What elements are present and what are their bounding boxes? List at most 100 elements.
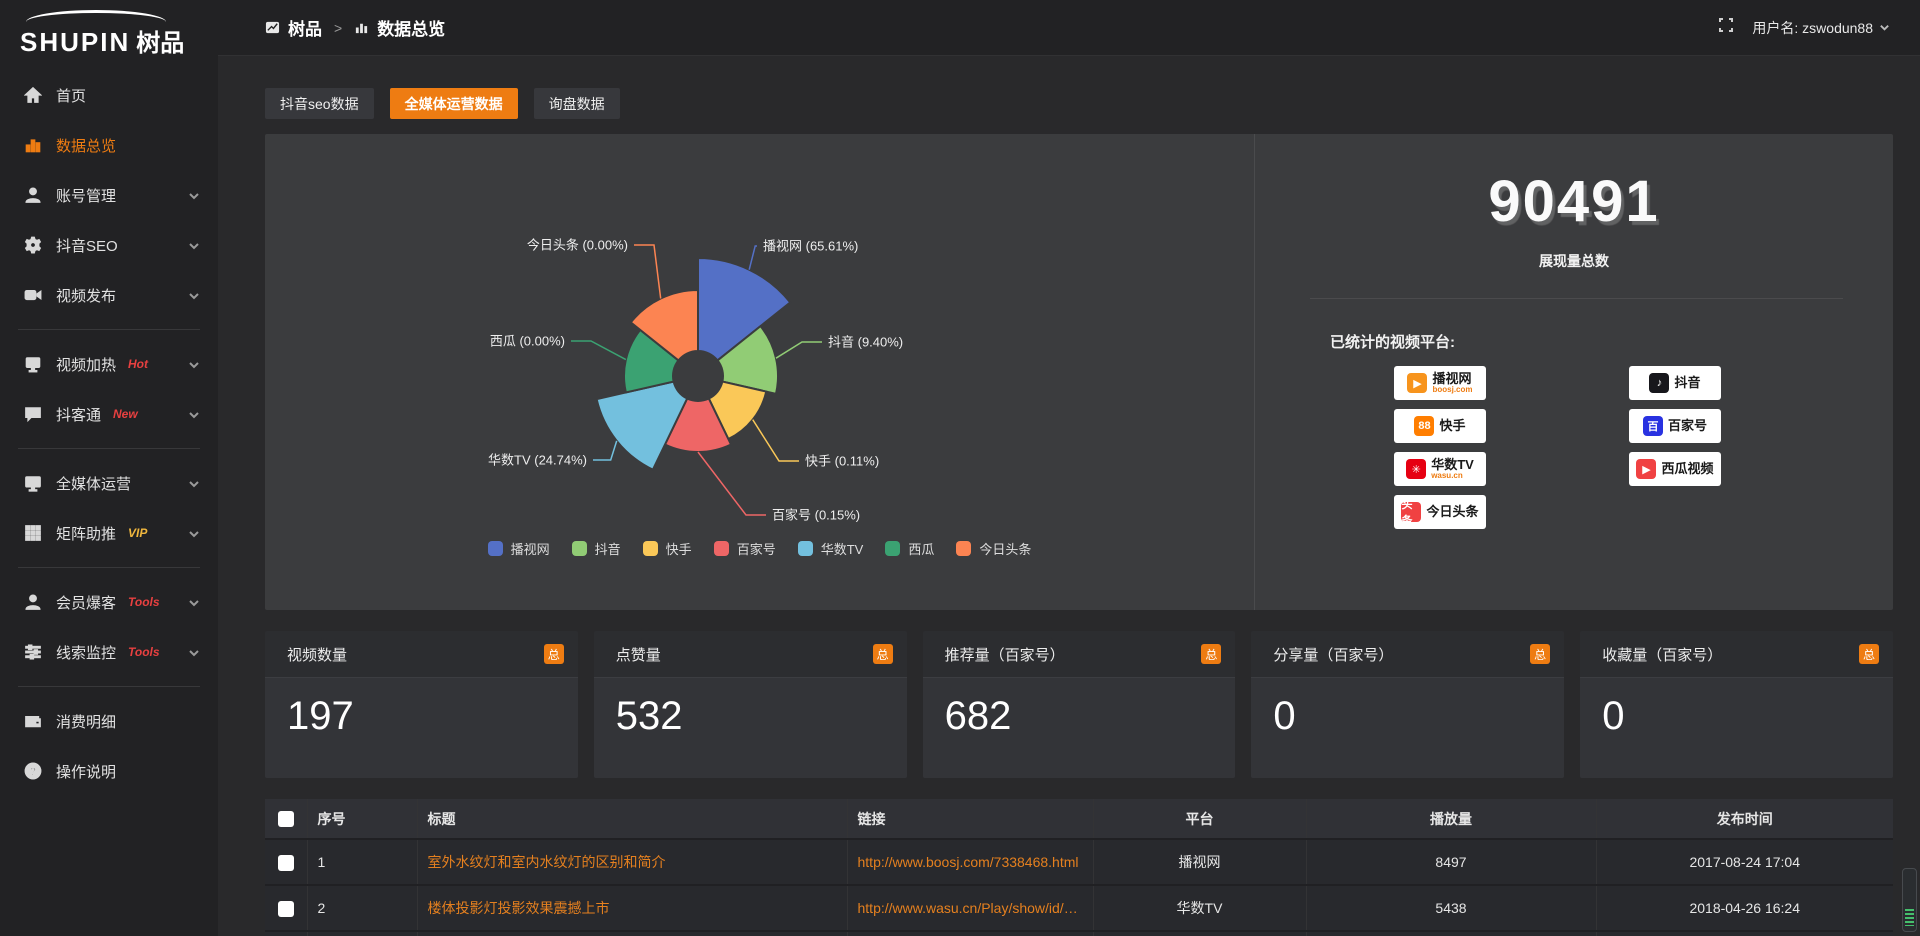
- platform-name: 百家号: [1667, 418, 1707, 434]
- row-checkbox[interactable]: [278, 854, 294, 871]
- tab-2[interactable]: 询盘数据: [533, 88, 620, 119]
- impressions-total-label: 展现量总数: [1539, 253, 1609, 269]
- pie-label: 快手 (0.11%): [805, 454, 879, 469]
- table-header-2: 链接: [847, 799, 1094, 839]
- video-title-link[interactable]: 室外水纹灯和室内水纹灯的区别和简介: [427, 854, 666, 870]
- baijiahao-logo-icon: 百: [1642, 416, 1663, 436]
- legend-item[interactable]: 今日头条: [956, 539, 1031, 558]
- stat-card-label: 视频数量: [287, 646, 348, 664]
- table-cell: http://www.boosj.com/7338468.html: [847, 839, 1094, 885]
- pie-slice-1[interactable]: [716, 324, 779, 395]
- home-icon: [23, 86, 43, 104]
- legend-item[interactable]: 华数TV: [797, 539, 864, 558]
- gear-icon: [24, 236, 42, 254]
- wasu-logo-icon: ✳: [1406, 459, 1427, 479]
- sidebar-item-sliders[interactable]: 线索监控 Tools: [0, 627, 218, 677]
- chevron-down-icon: [188, 596, 200, 608]
- select-all-checkbox[interactable]: [278, 811, 294, 828]
- logo-arc-decoration: [26, 10, 166, 22]
- table-cell: [1093, 931, 1307, 936]
- sidebar-item-screen[interactable]: 全媒体运营: [0, 458, 218, 508]
- table-cell: [1306, 931, 1597, 936]
- tab-1-active[interactable]: 全媒体运营数据: [389, 88, 518, 119]
- sidebar-item-gear[interactable]: 抖音SEO: [0, 220, 218, 270]
- pie-label-line: [775, 341, 822, 359]
- videos-table-wrap: 序号 标题 链接 平台 播放量 发布时间 1 室外水纹灯和室内水纹灯的区别和简介 http:/…: [265, 799, 1893, 936]
- table-cell: 2: [307, 885, 418, 931]
- douyin-logo-icon: ♪: [1649, 373, 1670, 393]
- legend-item[interactable]: 快手: [642, 539, 692, 558]
- data-tabs: 抖音seo数据 全媒体运营数据 询盘数据: [265, 88, 1893, 119]
- sidebar-item-help[interactable]: ? 操作说明: [0, 746, 218, 796]
- chevron-down-icon: [188, 527, 200, 539]
- person-icon: [24, 593, 42, 611]
- grid-icon: [24, 524, 42, 542]
- legend-item[interactable]: 百家号: [713, 539, 776, 558]
- legend-label: 抖音: [594, 542, 621, 557]
- floating-widget[interactable]: [1902, 868, 1917, 932]
- svg-text:?: ?: [30, 766, 37, 778]
- pie-slice-0[interactable]: [697, 256, 792, 362]
- fullscreen-icon[interactable]: [1718, 17, 1734, 38]
- legend-item[interactable]: 抖音: [571, 539, 621, 558]
- legend-label: 播视网: [510, 542, 550, 557]
- platform-sub: boosj.com: [1432, 384, 1473, 394]
- sidebar-item-label: 抖客通: [56, 406, 102, 424]
- table-cell: 1: [307, 839, 418, 885]
- stat-card-label: 推荐量（百家号）: [944, 646, 1065, 664]
- total-badge: 总: [543, 644, 564, 664]
- sidebar-item-label: 会员爆客: [56, 594, 117, 612]
- pie-label: 西瓜 (0.00%): [490, 334, 565, 349]
- sidebar-item-wallet[interactable]: 消费明细: [0, 696, 218, 746]
- sidebar-item-chart[interactable]: 数据总览: [0, 120, 218, 170]
- table-header-row: 序号 标题 链接 平台 播放量 发布时间: [265, 799, 1893, 839]
- user-icon: [24, 186, 42, 204]
- platforms-list-label: 已统计的视频平台:: [1330, 334, 1455, 351]
- sidebar-item-chat[interactable]: 抖客通 New: [0, 389, 218, 439]
- legend-label: 今日头条: [979, 542, 1032, 557]
- chevron-down-icon: [188, 189, 200, 201]
- stat-card-2: 推荐量（百家号） 总 682: [922, 631, 1236, 778]
- row-checkbox[interactable]: [278, 900, 294, 917]
- legend-label: 快手: [665, 542, 692, 557]
- table-cell: 5438: [1306, 885, 1597, 931]
- table-cell: 播视网: [1093, 839, 1307, 885]
- breadcrumb: 树品 > 数据总览: [265, 15, 445, 40]
- sidebar-item-tag: Hot: [128, 357, 149, 371]
- chevron-down-icon: [188, 239, 200, 251]
- sidebar-item-grid[interactable]: 矩阵助推 VIP: [0, 508, 218, 558]
- sidebar-item-home[interactable]: 首页: [0, 70, 218, 120]
- legend-label: 华数TV: [820, 542, 864, 557]
- sidebar-item-tag: Tools: [128, 595, 160, 609]
- sidebar-item-video[interactable]: 视频发布: [0, 270, 218, 320]
- chevron-down-icon: [188, 289, 200, 301]
- sidebar-item-label: 矩阵助推: [56, 525, 117, 543]
- table-row: 2 楼体投影灯投影效果震撼上市 http://www.wasu.cn/Play/sh…: [265, 885, 1893, 931]
- table-cell: 楼体投影灯投影效果震撼上市: [417, 885, 848, 931]
- video-url-link[interactable]: http://www.wasu.cn/Play/show/id/952...: [857, 900, 1093, 916]
- table-row: 1 室外水纹灯和室内水纹灯的区别和简介 http://www.boosj.com/7…: [265, 839, 1893, 885]
- pie-label-line: [752, 419, 799, 462]
- platform-name: 西瓜视频: [1661, 461, 1714, 477]
- tab-0[interactable]: 抖音seo数据: [265, 88, 374, 119]
- wallet-icon: [24, 712, 42, 730]
- platform-badge-baijiahao: 百百家号: [1629, 409, 1721, 443]
- boosj-logo-icon: ▶: [1407, 373, 1428, 393]
- legend-swatch: [571, 541, 587, 556]
- legend-item[interactable]: 播视网: [487, 539, 550, 558]
- breadcrumb-app-label[interactable]: 树品: [288, 20, 322, 39]
- video-title-link[interactable]: 楼体投影灯投影效果震撼上市: [427, 900, 610, 916]
- pie-slice-6[interactable]: [629, 288, 699, 362]
- sidebar-item-user[interactable]: 账号管理: [0, 170, 218, 220]
- user-menu[interactable]: 用户名: zswodun88: [1752, 18, 1890, 38]
- platform-name: 快手: [1439, 418, 1466, 434]
- stat-cards-row: 视频数量总 197 点赞量总 532 推荐量（百家号）总 682 分享量（百家号）总 0 收藏量…: [265, 631, 1893, 778]
- video-url-link[interactable]: http://www.boosj.com/7338468.html: [857, 854, 1079, 870]
- sidebar-item-monitor[interactable]: 视频加热 Hot: [0, 339, 218, 389]
- table-header-4: 播放量: [1306, 799, 1597, 839]
- sidebar-item-person[interactable]: 会员爆客 Tools: [0, 577, 218, 627]
- legend-item[interactable]: 西瓜: [885, 539, 934, 558]
- pie-slice-4[interactable]: [595, 380, 689, 472]
- sidebar-item-label: 视频发布: [56, 287, 117, 305]
- stat-card-label: 分享量（百家号）: [1273, 646, 1394, 664]
